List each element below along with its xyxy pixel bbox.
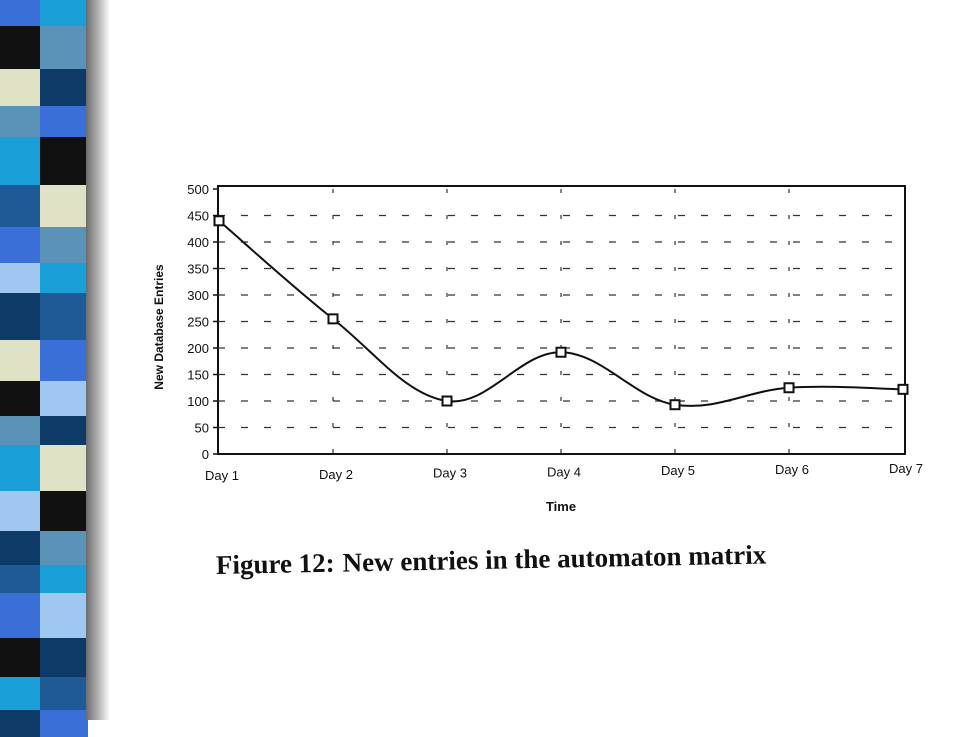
stripe-band: [0, 381, 110, 416]
grid-lines: [218, 189, 905, 454]
stripe-tile: [40, 185, 88, 227]
stripe-tile: [40, 293, 88, 340]
x-tick-label: Day 2: [319, 467, 353, 482]
stripe-tile: [0, 531, 40, 565]
y-tick-label: 150: [187, 368, 209, 383]
stripe-band: [0, 491, 110, 531]
x-tick-label: Day 1: [205, 468, 239, 483]
stripe-band: [0, 293, 110, 340]
stripe-tile: [40, 638, 88, 677]
stripe-tile: [40, 381, 88, 416]
data-markers: [213, 215, 909, 411]
stripe-tile: [0, 263, 40, 293]
x-tick-label: Day 5: [661, 463, 695, 478]
stripe-tile: [0, 416, 40, 445]
y-tick-label: 450: [187, 209, 209, 224]
stripe-tile: [40, 137, 88, 185]
stripe-tile: [40, 491, 88, 531]
stripe-band: [0, 0, 110, 26]
stripe-tile: [0, 593, 40, 638]
x-tick-label: Day 4: [547, 464, 581, 479]
stripe-band: [0, 565, 110, 593]
y-tick-label: 100: [187, 394, 209, 409]
stripe-shadow: [86, 0, 110, 720]
stripe-tile: [40, 677, 88, 710]
x-tick-label: Day 6: [775, 462, 809, 477]
y-tick-label: 250: [187, 315, 209, 330]
data-point-marker: [327, 313, 339, 325]
stripe-band: [0, 185, 110, 227]
stripe-tile: [0, 638, 40, 677]
series-line: [218, 220, 904, 407]
stripe-tile: [40, 531, 88, 565]
stripe-band: [0, 26, 110, 69]
stripe-tile: [0, 26, 40, 69]
stripe-tile: [0, 106, 40, 137]
stripe-tile: [40, 106, 88, 137]
plot-frame: [217, 185, 906, 455]
x-axis-label: Time: [546, 499, 576, 514]
y-tick-label: 200: [187, 341, 209, 356]
stripe-band: [0, 69, 110, 106]
stripe-tile: [40, 340, 88, 381]
stripe-tile: [40, 416, 88, 445]
x-tick-label: Day 7: [889, 461, 923, 476]
data-point-marker: [441, 395, 453, 407]
stripe-band: [0, 263, 110, 293]
y-tick-label: 0: [202, 447, 209, 462]
stripe-tile: [0, 227, 40, 263]
stripe-tile: [40, 227, 88, 263]
y-tick-label: 350: [187, 262, 209, 277]
stripe-tile: [0, 185, 40, 227]
x-tick-label: Day 3: [433, 466, 467, 481]
stripe-band: [0, 227, 110, 263]
stripe-tile: [0, 677, 40, 710]
stripe-band: [0, 137, 110, 185]
stripe-tile: [0, 491, 40, 531]
stripe-tile: [0, 381, 40, 416]
stripe-tile: [40, 0, 88, 26]
stripe-tile: [40, 593, 88, 638]
stripe-tile: [0, 69, 40, 106]
stripe-band: [0, 106, 110, 137]
stripe-tile: [0, 0, 40, 26]
x-tick-labels: Day 1 Day 2 Day 3 Day 4 Day 5 Day 6 Day 7: [205, 461, 923, 483]
data-point-marker: [897, 383, 909, 395]
stripe-band: [0, 593, 110, 638]
stripe-band: [0, 445, 110, 491]
stripe-tile: [40, 565, 88, 593]
data-point-marker: [555, 346, 567, 358]
stripe-band: [0, 531, 110, 565]
y-tick-label: 400: [187, 235, 209, 250]
caption-label: Figure 12:: [215, 547, 335, 580]
stripe-band: [0, 416, 110, 445]
data-point-marker: [213, 215, 225, 227]
y-tick-labels: 0 50 100 150 200 250 300 350 400 450 500: [187, 182, 218, 462]
stripe-tile: [0, 137, 40, 185]
y-axis-label: New Database Entries: [152, 264, 166, 390]
stripe-tile: [0, 340, 40, 381]
data-point-marker: [783, 382, 795, 394]
stripe-tile: [40, 69, 88, 106]
stripe-tile: [0, 445, 40, 491]
stripe-tile: [0, 293, 40, 340]
y-tick-label: 300: [187, 288, 209, 303]
stripe-tile: [40, 26, 88, 69]
stripe-tile: [40, 445, 88, 491]
y-tick-label: 50: [195, 421, 209, 436]
stripe-tile: [0, 565, 40, 593]
y-tick-label: 500: [187, 182, 209, 197]
data-point-marker: [669, 399, 681, 411]
stripe-band: [0, 638, 110, 677]
stripe-band: [0, 340, 110, 381]
stripe-band: [0, 677, 110, 710]
stripe-tile: [40, 263, 88, 293]
